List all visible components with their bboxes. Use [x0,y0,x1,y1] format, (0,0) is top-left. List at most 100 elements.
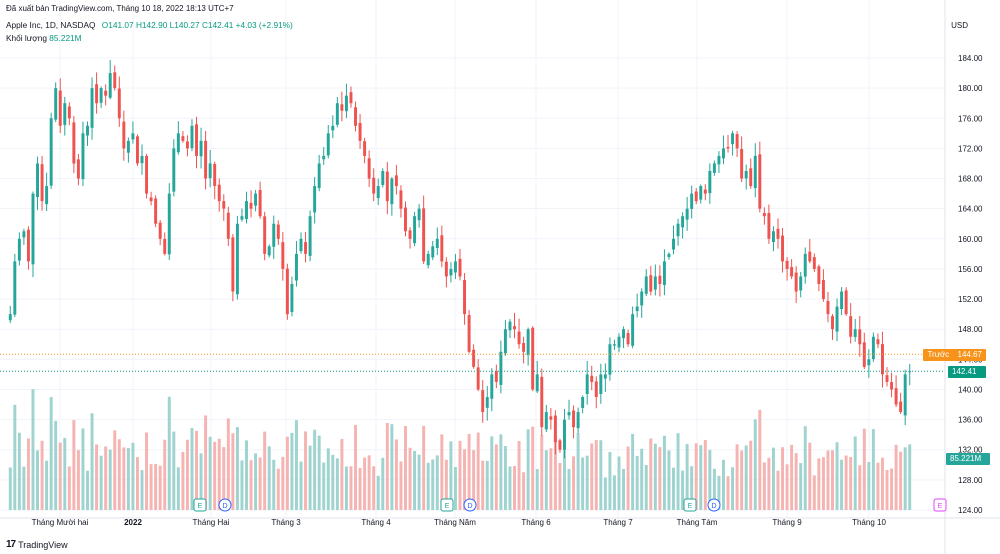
volume-bar [553,437,557,510]
publish-info: Đã xuất bản TradingView.com, Tháng 10 18… [6,4,234,13]
volume-legend: Khối lượng 85.221M [6,33,82,43]
volume-bar [331,454,335,510]
volume-bar [95,444,99,510]
volume-bar [140,470,144,510]
y-tick-label: 160.00 [958,235,983,244]
candle-body [58,90,62,126]
volume-bar [463,449,467,510]
brand-name: TradingView [18,539,68,550]
volume-bar [417,454,421,510]
candle-body [612,344,616,346]
volume-bar [731,467,735,510]
volume-bar [22,466,26,510]
volume-bar [567,468,571,510]
y-tick-label: 148.00 [958,325,983,334]
volume-bar [217,438,221,510]
last-price-label: 142.41 [948,366,986,378]
volume-bar [662,435,666,510]
candle-body [458,258,462,277]
low-value: L140.27 [169,20,200,30]
volume-bar [422,425,426,510]
volume-bar [49,397,53,510]
candle-body [685,208,689,220]
y-tick-label: 168.00 [958,175,983,184]
candle-body [199,140,203,157]
prev-close-value: 144.67 [957,350,982,359]
candle-body [81,133,85,180]
volume-bar [540,435,544,510]
volume-bar [26,438,30,510]
candle-body [263,216,267,254]
currency-label[interactable]: USD [951,21,968,30]
volume-bar [135,457,139,510]
candle-body [399,190,403,209]
candle-body [553,415,557,443]
volume-bar [808,442,812,510]
candle-body [145,155,149,194]
candle-body [131,133,135,140]
candle-body [40,164,44,202]
candle-body [322,155,326,160]
candle-body [354,107,357,126]
volume-bar [426,462,430,510]
candle-body [535,374,539,392]
volume-bar [867,462,871,510]
candle-body [572,410,576,428]
candle-body [794,272,798,292]
volume-bar [821,457,825,510]
ohlc-legend: Apple Inc, 1D, NASDAQ O141.07 H142.90 L1… [6,20,293,30]
volume-bar [76,450,80,510]
candle-body [426,253,430,266]
volume-bar [413,450,417,510]
candle-body [272,223,276,247]
volume-bar [240,460,244,510]
candle-body [690,193,694,209]
candle-body [585,374,589,395]
candle-body [649,275,653,292]
volume-bar [799,463,803,510]
volume-bar [17,432,21,510]
volume-bar [513,466,516,510]
volume-bar [672,467,675,510]
volume-bar [149,464,153,510]
symbol-name[interactable]: Apple Inc, 1D, NASDAQ [6,20,96,30]
y-tick-label: 140.00 [958,385,983,394]
volume-bar [326,448,330,510]
candle-body [440,235,444,262]
volume-bar [603,477,607,510]
tradingview-footer[interactable]: 17 TradingView [6,539,68,550]
volume-bar [72,420,76,510]
volume-bar [644,465,648,510]
candle-body [326,133,330,156]
candle-body [195,124,198,156]
candle-body [831,316,834,330]
volume-bar [276,468,280,510]
candle-body [876,339,880,345]
candle-body [154,198,158,224]
volume-bar [594,439,598,510]
candle-body [785,260,789,269]
candle-body [176,133,180,153]
candle-body [431,246,435,258]
candle-body [63,103,67,125]
candle-body [644,276,648,294]
volume-bar [45,460,49,510]
candle-body [576,412,580,429]
volume-bar [753,419,757,510]
candle-body [135,136,139,164]
candle-body [694,191,698,202]
candle-body [740,149,744,179]
candle-body [317,163,321,189]
volume-bar [104,446,108,510]
candle-body [349,92,353,104]
x-tick-label: Tháng 6 [521,518,551,527]
candle-body [208,163,212,179]
candle-body [567,412,571,416]
volume-bar [717,475,721,510]
volume-bar [494,444,498,510]
volume-bar [744,445,748,510]
volume-bar [167,396,171,510]
volume-bars [8,389,912,510]
volume-bar [404,426,407,510]
